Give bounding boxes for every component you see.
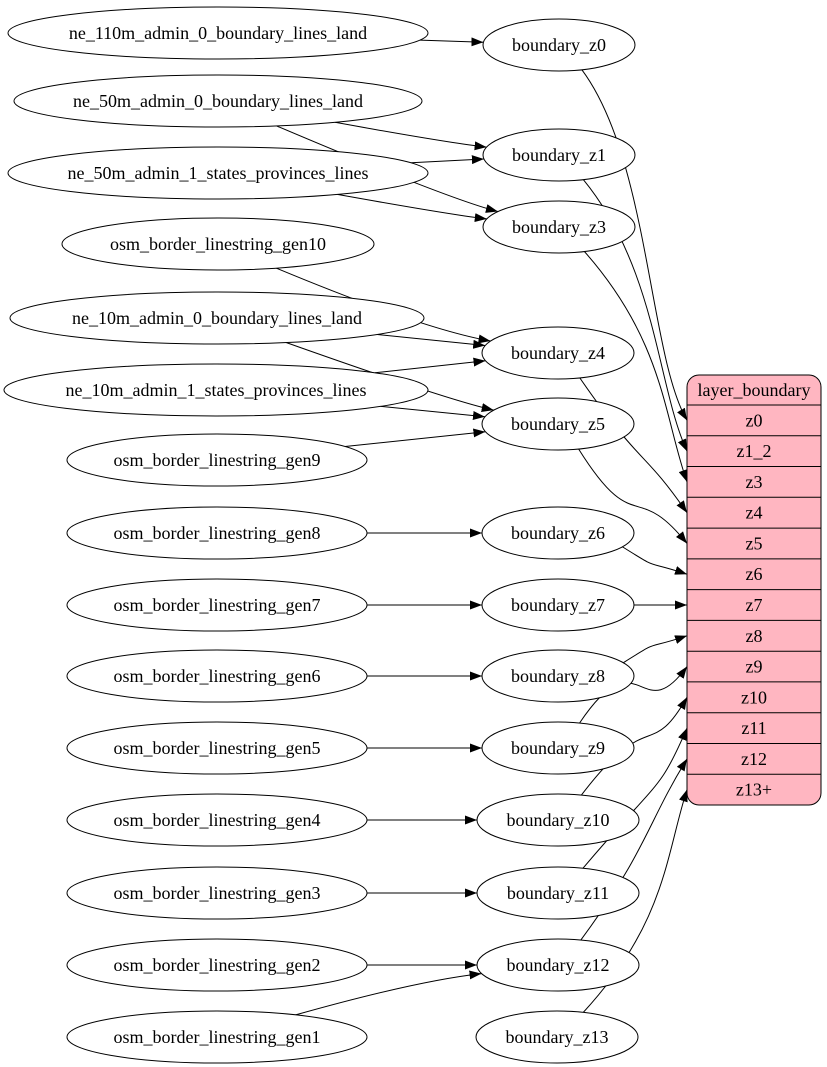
node-label: osm_border_linestring_gen5: [114, 738, 321, 758]
source-node-ne_10m_admin_0_boundary_lines_land: ne_10m_admin_0_boundary_lines_land: [9, 291, 425, 345]
source-node-osm_border_linestring_gen10: osm_border_linestring_gen10: [61, 217, 375, 271]
node-label: boundary_z3: [512, 217, 606, 237]
node-label: ne_10m_admin_1_states_provinces_lines: [66, 380, 367, 400]
node-label: ne_110m_admin_0_boundary_lines_land: [69, 23, 367, 43]
transform-node-boundary_z7: boundary_z7: [481, 578, 635, 632]
transform-node-boundary_z1: boundary_z1: [482, 128, 636, 182]
source-node-osm_border_linestring_gen8: osm_border_linestring_gen8: [66, 506, 368, 560]
node-label: osm_border_linestring_gen6: [114, 666, 321, 686]
node-label: boundary_z1: [512, 145, 606, 165]
source-node-osm_border_linestring_gen4: osm_border_linestring_gen4: [66, 793, 368, 847]
transform-node-boundary_z5: boundary_z5: [481, 397, 635, 451]
nodes-layer: ne_110m_admin_0_boundary_lines_land ne_50…: [3, 6, 640, 1064]
table-row-z8: z8: [746, 626, 763, 646]
source-node-osm_border_linestring_gen3: osm_border_linestring_gen3: [66, 866, 368, 920]
table-row-z4: z4: [746, 503, 763, 523]
edge-ne_50m_admin_0_boundary_lines_land-to-boundary_z1: [334, 121, 487, 151]
source-node-osm_border_linestring_gen5: osm_border_linestring_gen5: [66, 721, 368, 775]
node-label: ne_10m_admin_0_boundary_lines_land: [72, 308, 362, 328]
table-row-z12: z12: [741, 749, 767, 769]
source-node-ne_110m_admin_0_boundary_lines_land: ne_110m_admin_0_boundary_lines_land: [7, 6, 429, 60]
node-label: osm_border_linestring_gen2: [114, 955, 321, 975]
node-label: boundary_z5: [511, 414, 605, 434]
transform-node-boundary_z9: boundary_z9: [481, 721, 635, 775]
table-row-z11: z11: [741, 718, 766, 738]
transform-node-boundary_z10: boundary_z10: [476, 793, 640, 847]
node-label: boundary_z13: [506, 1027, 609, 1047]
edge-ne_50m_admin_1_states_provinces_lines-to-boundary_z1: [411, 155, 484, 165]
edge-boundary_z5-to-z5: [578, 448, 688, 544]
edge-ne_50m_admin_1_states_provinces_lines-to-boundary_z3: [337, 193, 487, 223]
transform-node-boundary_z12: boundary_z12: [476, 938, 640, 992]
table-row-z10: z10: [741, 687, 767, 707]
table-title: layer_boundary: [698, 380, 811, 400]
table-row-z9: z9: [746, 657, 763, 677]
node-label: boundary_z8: [511, 666, 605, 686]
edge-boundary_z8-to-z8: [623, 635, 688, 664]
transform-node-boundary_z6: boundary_z6: [481, 506, 635, 560]
source-node-ne_50m_admin_1_states_provinces_lines: ne_50m_admin_1_states_provinces_lines: [7, 146, 429, 200]
node-label: osm_border_linestring_gen8: [114, 523, 321, 543]
source-node-osm_border_linestring_gen7: osm_border_linestring_gen7: [66, 578, 368, 632]
transform-node-boundary_z8: boundary_z8: [481, 649, 635, 703]
edge-osm_border_linestring_gen1-to-boundary_z12: [295, 970, 482, 1016]
table-row-z7: z7: [746, 595, 763, 615]
node-label: osm_border_linestring_gen3: [114, 883, 321, 903]
node-label: boundary_z10: [507, 810, 610, 830]
edge-ne_50m_admin_0_boundary_lines_land-to-boundary_z3: [276, 125, 499, 213]
node-label: osm_border_linestring_gen10: [110, 234, 326, 254]
node-label: boundary_z12: [507, 955, 610, 975]
node-label: ne_50m_admin_1_states_provinces_lines: [68, 163, 369, 183]
table-row-z5: z5: [746, 534, 763, 554]
source-node-osm_border_linestring_gen1: osm_border_linestring_gen1: [66, 1010, 368, 1064]
edge-boundary_z3-to-z3: [584, 251, 688, 483]
table-row-z0: z0: [746, 410, 763, 430]
table-layer: layer_boundary z0 z1_2 z3 z4 z5 z6 z7 z8 z9 z10 z11…: [686, 374, 822, 806]
edge-boundary_z0-to-z0: [581, 69, 688, 421]
edge-ne_110m_admin_0_boundary_lines_land-to-boundary_z0: [419, 37, 484, 47]
node-label: boundary_z11: [507, 883, 609, 903]
table-row-z13+: z13+: [736, 780, 772, 800]
edge-ne_10m_admin_1_states_provinces_lines-to-boundary_z5: [380, 405, 486, 420]
node-label: osm_border_linestring_gen7: [114, 595, 321, 615]
node-label: ne_50m_admin_0_boundary_lines_land: [73, 91, 363, 111]
edge-boundary_z6-to-z6: [622, 546, 688, 575]
source-node-ne_10m_admin_1_states_provinces_lines: ne_10m_admin_1_states_provinces_lines: [3, 363, 429, 417]
transform-node-boundary_z0: boundary_z0: [482, 18, 636, 72]
node-label: boundary_z9: [511, 738, 605, 758]
transform-node-boundary_z11: boundary_z11: [476, 866, 640, 920]
transform-node-boundary_z4: boundary_z4: [481, 326, 635, 380]
node-label: osm_border_linestring_gen1: [114, 1027, 321, 1047]
edge-osm_border_linestring_gen9-to-boundary_z5: [345, 428, 486, 447]
node-label: boundary_z6: [511, 523, 605, 543]
edge-ne_10m_admin_1_states_provinces_lines-to-boundary_z4: [374, 357, 486, 374]
node-label: osm_border_linestring_gen9: [114, 450, 321, 470]
table-row-z6: z6: [746, 564, 763, 584]
node-label: boundary_z4: [511, 343, 605, 363]
source-node-ne_50m_admin_0_boundary_lines_land: ne_50m_admin_0_boundary_lines_land: [13, 74, 423, 128]
edge-ne_10m_admin_0_boundary_lines_land-to-boundary_z4: [377, 334, 486, 349]
table-row-z1_2: z1_2: [737, 441, 772, 461]
node-label: osm_border_linestring_gen4: [114, 810, 321, 830]
table-row-z3: z3: [746, 472, 763, 492]
source-node-osm_border_linestring_gen9: osm_border_linestring_gen9: [66, 433, 368, 487]
transform-node-boundary_z3: boundary_z3: [482, 200, 636, 254]
source-node-osm_border_linestring_gen6: osm_border_linestring_gen6: [66, 649, 368, 703]
node-label: boundary_z0: [512, 35, 606, 55]
node-label: boundary_z7: [511, 595, 605, 615]
source-node-osm_border_linestring_gen2: osm_border_linestring_gen2: [66, 938, 368, 992]
transform-node-boundary_z13: boundary_z13: [475, 1010, 639, 1064]
